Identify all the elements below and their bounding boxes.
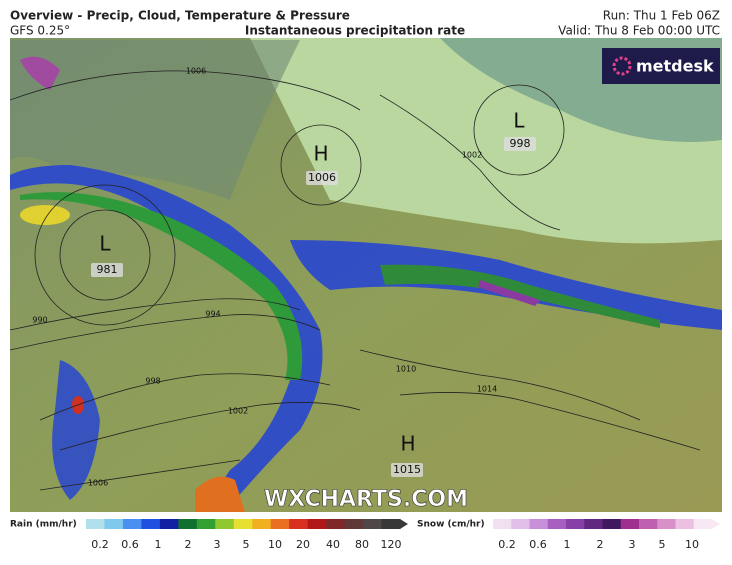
snow-band [478, 280, 540, 306]
pressure-center-type: H [313, 142, 328, 166]
rain-tick-label: 5 [243, 538, 250, 551]
rain-tick-label: 20 [296, 538, 310, 551]
valid-time: Valid: Thu 8 Feb 00:00 UTC [558, 24, 720, 38]
snow-band [20, 56, 60, 90]
snow-color-bar [566, 519, 585, 529]
snow-color-bar [584, 519, 603, 529]
pressure-center-value: 998 [510, 137, 531, 150]
snow-tick-label: 1 [564, 538, 571, 551]
rain-color-bar [122, 519, 142, 529]
rain-tick-label: 0.6 [121, 538, 139, 551]
pressure-value-box [91, 263, 123, 277]
map [10, 38, 722, 512]
snow-color-bar [693, 519, 713, 529]
rain-color-bar [326, 519, 346, 529]
model: GFS 0.25° [10, 24, 70, 38]
pressure-value-box [306, 171, 338, 185]
snow-legend-label: Snow (cm/hr) [417, 520, 485, 530]
snow-tick-label: 3 [629, 538, 636, 551]
isobars [10, 70, 701, 491]
isobar-label: 1014 [477, 385, 497, 394]
isobar-label: 1002 [228, 407, 248, 416]
subtitle: Instantaneous precipitation rate [245, 24, 465, 38]
isobar-label: 1006 [186, 67, 206, 76]
title: Overview - Precip, Cloud, Temperature & … [10, 9, 350, 23]
rain-color-bar [344, 519, 364, 529]
rain-tick-label: 3 [214, 538, 221, 551]
watermark: WXCHARTS.COM [264, 487, 468, 512]
rain-tick-label: 2 [185, 538, 192, 551]
rain-color-bar [141, 519, 161, 529]
snow-color-bar [547, 519, 567, 529]
rain-tick-label: 1 [155, 538, 162, 551]
isobar-label: 998 [145, 377, 160, 386]
isobar-label: 990 [32, 316, 47, 325]
rain-color-bar [270, 519, 290, 529]
rain-color-bar [363, 519, 383, 529]
heavy-rain [195, 476, 245, 512]
isobar-label: 1010 [396, 365, 416, 374]
rain-color-bar-arrow [400, 519, 408, 529]
rain-tick-label: 10 [268, 538, 282, 551]
pressure-center-value: 1015 [393, 463, 421, 476]
rain-tick-label: 80 [355, 538, 369, 551]
snow-tick-label: 0.6 [529, 538, 547, 551]
rain-color-bar [104, 519, 124, 529]
snow-color-bar [675, 519, 695, 529]
rain-color-bar [252, 519, 272, 529]
rain-tick-label: 120 [381, 538, 402, 551]
snow-tick-label: 5 [659, 538, 666, 551]
rain-band-core [20, 192, 303, 380]
isobar-label: 994 [205, 310, 220, 319]
pressure-center-type: H [400, 432, 415, 456]
snow-color-bar [493, 519, 512, 529]
rain-color-bar [178, 519, 198, 529]
snow-tick-label: 2 [597, 538, 604, 551]
rain-color-bar [289, 519, 309, 529]
isobar-label: 1006 [88, 479, 108, 488]
rain-color-bar [215, 519, 235, 529]
rain-band [52, 360, 100, 500]
snow-tick-label: 0.2 [498, 538, 516, 551]
rain-color-bar [159, 519, 179, 529]
rain-tick-label: 40 [326, 538, 340, 551]
rain-color-bar [381, 519, 401, 529]
rain-color-bar [196, 519, 216, 529]
snow-tick-label: 10 [685, 538, 699, 551]
rain-color-bar [86, 519, 105, 529]
heavy-rain [20, 205, 70, 225]
rain-band [10, 165, 323, 512]
pressure-center-value: 1006 [308, 171, 336, 184]
rain-band-core [380, 264, 660, 328]
pressure-center-type: L [513, 109, 525, 133]
logo: metdesk [636, 57, 714, 76]
snow-color-bar [511, 519, 530, 529]
snow-color-bar-arrow [712, 519, 720, 529]
pressure-value-box [504, 137, 536, 151]
snow-color-bar [602, 519, 622, 529]
rain-color-bar [233, 519, 253, 529]
snow-color-bar [657, 519, 676, 529]
rain-color-bar [307, 519, 327, 529]
pressure-value-box [391, 463, 423, 477]
snow-color-bar [529, 519, 549, 529]
run-time: Run: Thu 1 Feb 06Z [603, 9, 720, 23]
logo-box [602, 48, 720, 84]
snow-color-bar [639, 519, 658, 529]
logo-icon [612, 56, 632, 76]
rain-tick-label: 0.2 [91, 538, 109, 551]
pressure-center-type: L [99, 232, 111, 256]
snow-color-bar [620, 519, 640, 529]
isobar-label: 1002 [462, 151, 482, 160]
pressure-center-value: 981 [97, 263, 118, 276]
rain-legend-label: Rain (mm/hr) [10, 520, 77, 530]
